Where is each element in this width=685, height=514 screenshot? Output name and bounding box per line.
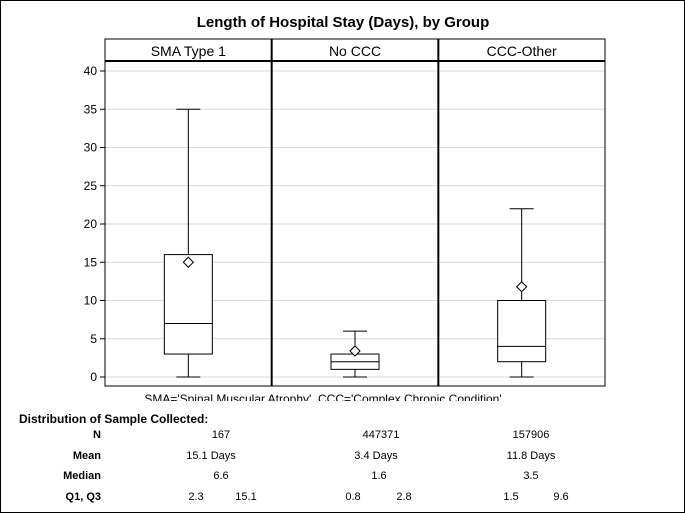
y-tick-label: 25: [84, 179, 98, 193]
cell-mean: 3.4 Days: [354, 450, 398, 462]
cell-mean: 15.1 Days: [186, 450, 236, 462]
table-heading: Distribution of Sample Collected:: [19, 412, 209, 426]
cell-median: 3.5: [523, 470, 539, 482]
y-tick-label: 35: [84, 102, 98, 116]
cell-q1: 0.8: [345, 491, 361, 503]
cell-mean: 11.8 Days: [506, 450, 556, 462]
row-label-median: Median: [63, 470, 101, 482]
mean-marker: [349, 345, 361, 357]
chart-footnote: SMA='Spinal Muscular Atrophy' CCC='Compl…: [144, 392, 501, 401]
row-label-n: N: [93, 429, 101, 441]
y-tick-label: 40: [84, 64, 98, 78]
mean-marker: [182, 256, 195, 268]
cell-q3: 9.6: [553, 491, 569, 503]
cell-q3: 2.8: [396, 491, 412, 503]
y-tick-label: 5: [90, 332, 97, 346]
mean-marker: [515, 281, 528, 293]
y-tick-label: 20: [84, 217, 98, 231]
cell-median: 6.6: [213, 470, 229, 482]
y-tick-label: 10: [84, 294, 98, 308]
cell-median: 1.6: [371, 470, 387, 482]
boxplot-chart: Length of Hospital Stay (Days), by Group…: [84, 14, 606, 401]
row-label-quartiles: Q1, Q3: [65, 491, 101, 503]
cell-q1: 1.5: [503, 491, 519, 503]
panel-header-label: No CCC: [329, 43, 381, 59]
row-label-mean: Mean: [72, 450, 101, 462]
cell-q1: 2.3: [188, 491, 204, 503]
cell-n: 157906: [512, 429, 550, 441]
cell-q3: 15.1: [235, 491, 257, 503]
panel-header-label: CCC-Other: [487, 43, 557, 59]
plot-border: [104, 38, 606, 387]
box: [163, 254, 213, 355]
cell-n: 167: [211, 429, 231, 441]
chart-title: Length of Hospital Stay (Days), by Group: [197, 14, 490, 31]
y-tick-label: 15: [84, 255, 98, 269]
cell-n: 447371: [362, 429, 400, 441]
panel-header-label: SMA Type 1: [151, 43, 226, 59]
box: [497, 300, 547, 363]
y-tick-label: 0: [90, 370, 97, 384]
y-tick-label: 30: [84, 141, 98, 155]
